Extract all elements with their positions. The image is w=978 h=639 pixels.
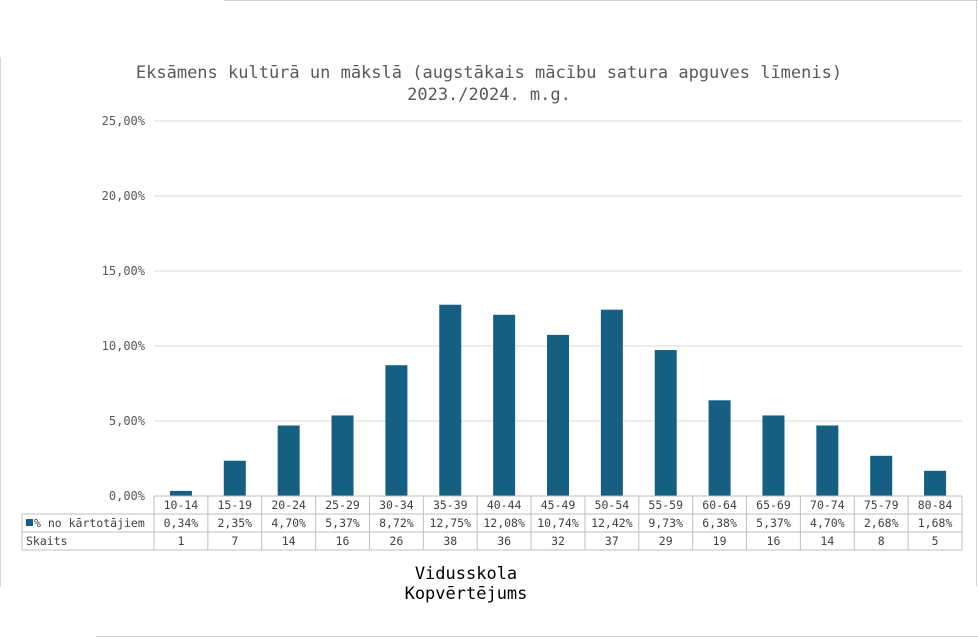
x-category-label: 70-74 — [810, 498, 845, 512]
x-category-label: 10-14 — [164, 498, 199, 512]
table-cell-percent: 8,72% — [379, 516, 414, 530]
y-tick-label: 20,00% — [102, 189, 146, 203]
frame-right-border — [976, 0, 977, 586]
frame-top-border — [224, 0, 978, 1]
x-category-label: 35-39 — [433, 498, 468, 512]
bar — [762, 415, 785, 496]
table-cell-count: 37 — [605, 534, 619, 548]
table-cell-count: 29 — [659, 534, 673, 548]
table-cell-percent: 5,37% — [325, 516, 360, 530]
bar — [223, 460, 246, 496]
x-category-label: 30-34 — [379, 498, 414, 512]
y-tick-label: 25,00% — [102, 114, 146, 128]
x-category-label: 60-64 — [702, 498, 737, 512]
x-axis-title-line-1: Vidusskola — [414, 564, 518, 584]
bar — [654, 350, 677, 496]
x-category-label: 40-44 — [487, 498, 522, 512]
bar — [439, 304, 462, 496]
table-cell-percent: 12,08% — [483, 516, 525, 530]
y-tick-label: 10,00% — [102, 339, 146, 353]
x-category-label: 15-19 — [217, 498, 252, 512]
x-category-label: 80-84 — [918, 498, 953, 512]
bar — [708, 400, 731, 496]
table-cell-percent: 12,42% — [591, 516, 633, 530]
table-cell-percent: 10,74% — [537, 516, 579, 530]
table-cell-count: 1 — [177, 534, 184, 548]
x-axis-title: Vidusskola Kopvērtējums — [366, 564, 566, 604]
legend-key — [26, 519, 33, 526]
table-row-label: % no kārtotājiem — [34, 516, 145, 530]
x-axis-title-line-2: Kopvērtējums — [404, 584, 528, 604]
bar — [493, 314, 516, 496]
table-cell-percent: 2,35% — [217, 516, 252, 530]
x-category-label: 45-49 — [541, 498, 576, 512]
x-category-label: 25-29 — [325, 498, 360, 512]
table-cell-count: 5 — [932, 534, 939, 548]
x-category-label: 50-54 — [595, 498, 630, 512]
table-cell-count: 14 — [820, 534, 834, 548]
bar — [331, 415, 354, 496]
y-tick-label: 0,00% — [109, 489, 146, 503]
chart-title-line: Eksāmens kultūrā un mākslā (augstākais m… — [135, 63, 843, 83]
table-row-label: Skaits — [26, 534, 68, 548]
table-cell-count: 19 — [713, 534, 727, 548]
x-category-label: 65-69 — [756, 498, 791, 512]
table-cell-count: 38 — [443, 534, 457, 548]
bar — [870, 455, 893, 496]
table-cell-percent: 5,37% — [756, 516, 791, 530]
table-cell-percent: 4,70% — [810, 516, 845, 530]
chart-title: Eksāmens kultūrā un mākslā (augstākais m… — [0, 62, 978, 106]
bar — [600, 309, 623, 496]
bar — [277, 425, 300, 496]
table-cell-percent: 9,73% — [648, 516, 683, 530]
table-cell-count: 7 — [231, 534, 238, 548]
bar — [547, 334, 569, 496]
bar — [385, 365, 408, 496]
chart-subtitle: 2023./2024. m.g. — [407, 85, 571, 105]
table-cell-percent: 4,70% — [271, 516, 306, 530]
bar — [169, 490, 192, 496]
bar — [816, 425, 839, 496]
x-category-label: 20-24 — [271, 498, 306, 512]
table-cell-count: 26 — [389, 534, 403, 548]
table-cell-percent: 2,68% — [864, 516, 899, 530]
table-cell-count: 14 — [282, 534, 296, 548]
bar — [924, 470, 947, 496]
table-cell-count: 16 — [336, 534, 350, 548]
table-cell-count: 36 — [497, 534, 511, 548]
table-cell-percent: 12,75% — [429, 516, 471, 530]
table-cell-percent: 6,38% — [702, 516, 737, 530]
y-tick-label: 5,00% — [109, 414, 146, 428]
frame-bottom-border — [96, 636, 978, 637]
table-cell-count: 16 — [767, 534, 781, 548]
y-tick-label: 15,00% — [102, 264, 146, 278]
table-cell-percent: 1,68% — [918, 516, 953, 530]
x-category-label: 55-59 — [648, 498, 683, 512]
table-cell-count: 32 — [551, 534, 565, 548]
table-cell-percent: 0,34% — [164, 516, 199, 530]
frame-left-border — [0, 57, 1, 587]
table-cell-count: 8 — [878, 534, 885, 548]
x-category-label: 75-79 — [864, 498, 899, 512]
